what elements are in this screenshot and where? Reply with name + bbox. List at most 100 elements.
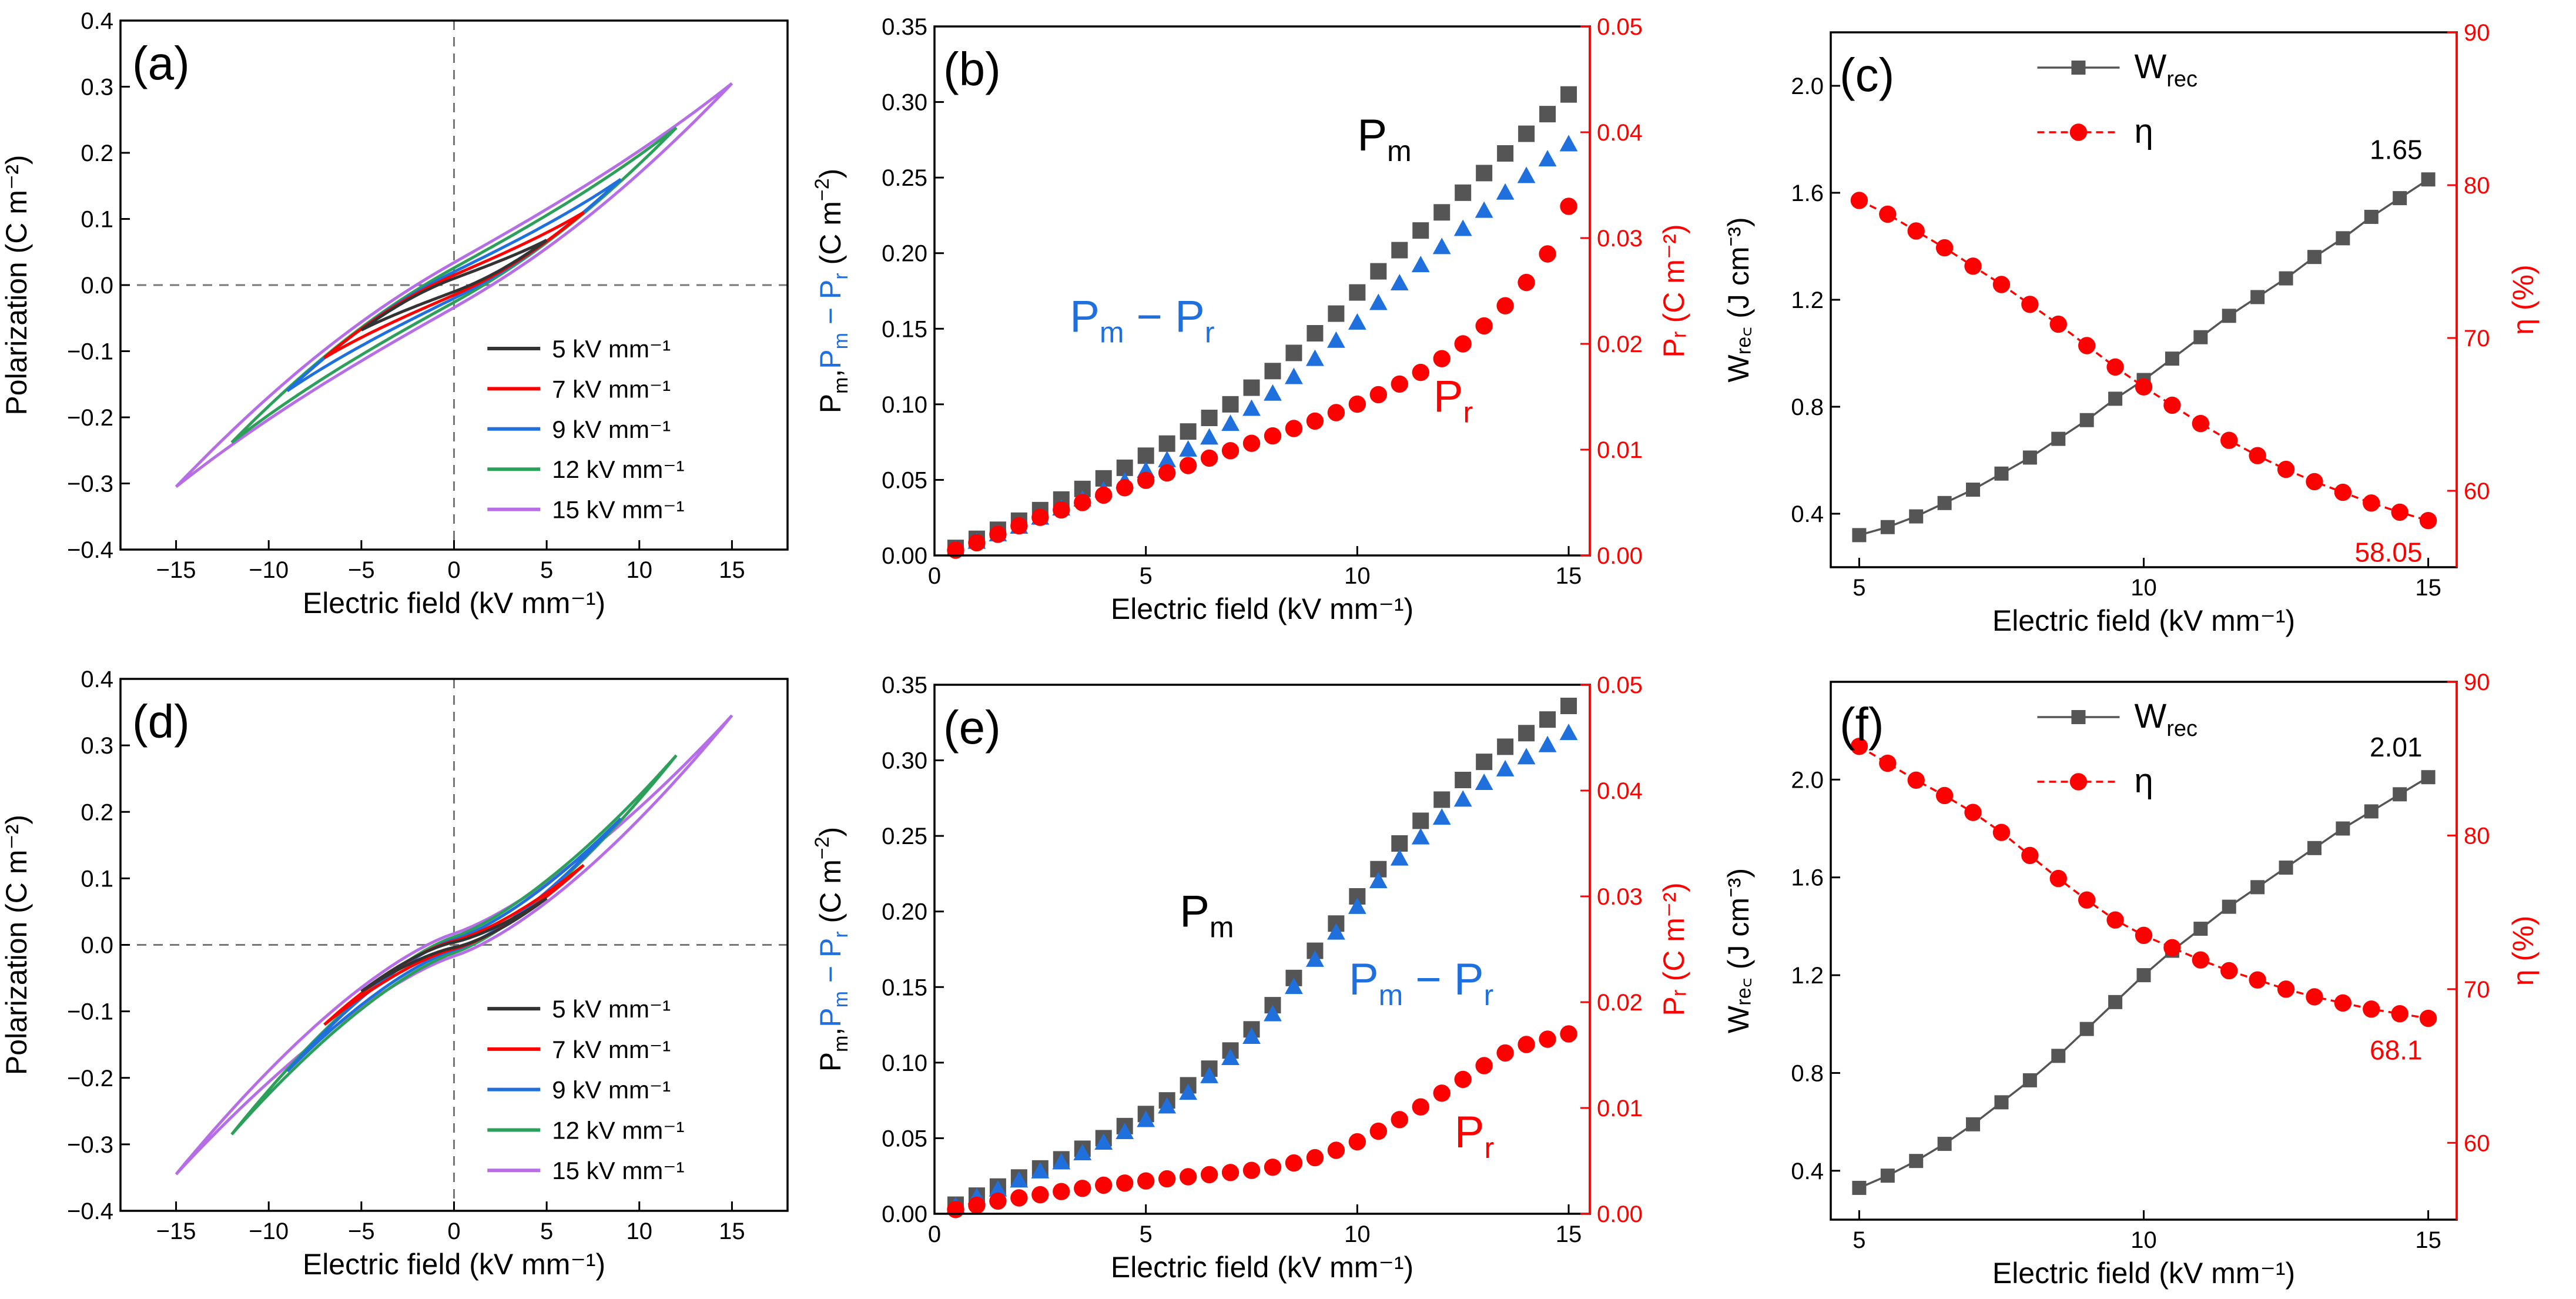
y2-axis-label: η (%): [2507, 265, 2540, 334]
circle-marker: [1158, 1170, 1176, 1188]
circle-marker: [1179, 457, 1197, 474]
triangle-marker: [1179, 1083, 1198, 1100]
y-tick-label: 0.25: [882, 823, 927, 849]
circle-marker: [1137, 471, 1155, 489]
panel-label: (e): [943, 701, 1001, 754]
x-axis-label: Electric field (kV mm⁻¹): [303, 1248, 605, 1281]
panel-label: (f): [1840, 698, 1884, 751]
square-marker: [1852, 528, 1867, 543]
x-tick-label: 10: [627, 557, 653, 583]
hysteresis-loop: [360, 897, 548, 993]
y2-tick-label: 0.03: [1597, 226, 1643, 252]
y-tick-label: 0.30: [882, 90, 927, 116]
circle-marker: [2363, 1000, 2380, 1018]
circle-marker: [1264, 427, 1282, 445]
triangle-marker: [1158, 1097, 1177, 1114]
circle-marker: [1475, 317, 1493, 335]
triangle-marker: [1496, 759, 1515, 776]
y-tick-label: 0.0: [81, 933, 113, 959]
x-tick-label: 0: [447, 557, 460, 583]
triangle-marker: [1306, 349, 1324, 366]
label-part: P: [1455, 1107, 1485, 1157]
y2-tick-label: 0.02: [1597, 990, 1643, 1016]
square-marker: [2250, 880, 2265, 895]
y2-tick-label: 0.01: [1597, 1096, 1643, 1121]
triangle-marker: [1264, 384, 1282, 401]
triangle-marker: [1052, 1153, 1071, 1170]
square-marker: [2108, 995, 2123, 1009]
circle-marker: [1116, 479, 1134, 497]
series-circle: [947, 1025, 1577, 1218]
circle-marker: [1560, 197, 1577, 215]
panel-label: (c): [1840, 49, 1894, 101]
square-marker: [1497, 145, 1514, 162]
y-tick-label: 0.35: [882, 14, 927, 40]
label-part: P: [1357, 111, 1387, 160]
y2-tick-label: 60: [2464, 1130, 2490, 1156]
y2-tick-label: 60: [2464, 478, 2490, 504]
y-tick-label: 0.05: [882, 1126, 927, 1151]
y-axis-label-part: ): [814, 827, 847, 837]
y-tick-label: 0.15: [882, 316, 927, 342]
circle-marker: [2277, 460, 2295, 478]
circle-marker: [1242, 434, 1261, 452]
y-axis-label-part: m: [830, 991, 852, 1007]
triangle-marker: [1453, 219, 1472, 236]
circle-marker: [1306, 412, 1324, 430]
x-tick-label: 15: [2415, 575, 2441, 601]
x-tick-label: −15: [156, 557, 196, 583]
y-tick-label: 0.8: [1791, 394, 1824, 420]
series-markers: [1850, 738, 2437, 1027]
triangle-marker: [1348, 313, 1366, 330]
circle-marker: [2220, 962, 2238, 980]
triangle-marker: [1432, 237, 1451, 255]
square-marker: [2079, 1022, 2094, 1036]
label-part: P: [1433, 372, 1463, 422]
series-annotation: Pm − Pr: [1349, 955, 1493, 1012]
square-marker: [1243, 379, 1260, 396]
y-axis-label: Polarization (C m⁻²): [0, 815, 33, 1075]
y-tick-label: 2.0: [1791, 73, 1824, 99]
square-marker: [2364, 209, 2379, 224]
triangle-marker: [1242, 1027, 1261, 1044]
label-part: − P: [1403, 955, 1483, 1005]
legend-label: Wrec: [2134, 697, 2198, 741]
circle-marker: [1348, 1133, 1366, 1151]
circle-marker: [2391, 1005, 2408, 1023]
circle-marker: [1992, 823, 2011, 841]
triangle-marker: [1242, 399, 1261, 416]
circle-marker: [1285, 1154, 1303, 1172]
square-marker: [1158, 435, 1175, 452]
square-marker: [1412, 812, 1429, 829]
triangle-marker: [1010, 1171, 1029, 1188]
x-tick-label: 10: [1344, 563, 1371, 589]
circle-marker: [1158, 464, 1176, 482]
x-tick-label: 5: [1140, 1221, 1153, 1247]
square-marker: [1433, 791, 1451, 808]
square-marker: [2393, 787, 2407, 802]
square-marker: [1349, 284, 1366, 301]
label-part: m: [1379, 979, 1403, 1012]
y2-tick-label: 0.04: [1597, 778, 1643, 804]
x-axis-label: Electric field (kV mm⁻¹): [1992, 604, 2295, 637]
legend-label: 12 kV mm⁻¹: [552, 1116, 684, 1144]
y-tick-label: 0.4: [1791, 1159, 1824, 1184]
triangle-marker: [1538, 735, 1557, 752]
circle-marker: [1285, 420, 1303, 437]
square-marker: [1476, 165, 1493, 182]
x-tick-label: 15: [1556, 563, 1582, 589]
square-marker: [1880, 520, 1895, 534]
y-axis-label-part: ,: [814, 369, 847, 377]
circle-marker: [989, 1192, 1007, 1210]
y-tick-label: 0.4: [1791, 501, 1824, 527]
y-tick-label: 1.2: [1791, 287, 1824, 313]
circle-marker: [968, 534, 986, 552]
circle-marker: [1412, 1098, 1429, 1116]
x-tick-label: 15: [719, 557, 745, 583]
circle-marker: [1850, 192, 1868, 209]
y-axis-label-part: P: [814, 349, 847, 369]
square-marker: [2071, 710, 2086, 724]
circle-marker: [1031, 508, 1049, 526]
x-axis-label: Electric field (kV mm⁻¹): [1111, 592, 1413, 625]
triangle-marker: [1411, 828, 1430, 845]
